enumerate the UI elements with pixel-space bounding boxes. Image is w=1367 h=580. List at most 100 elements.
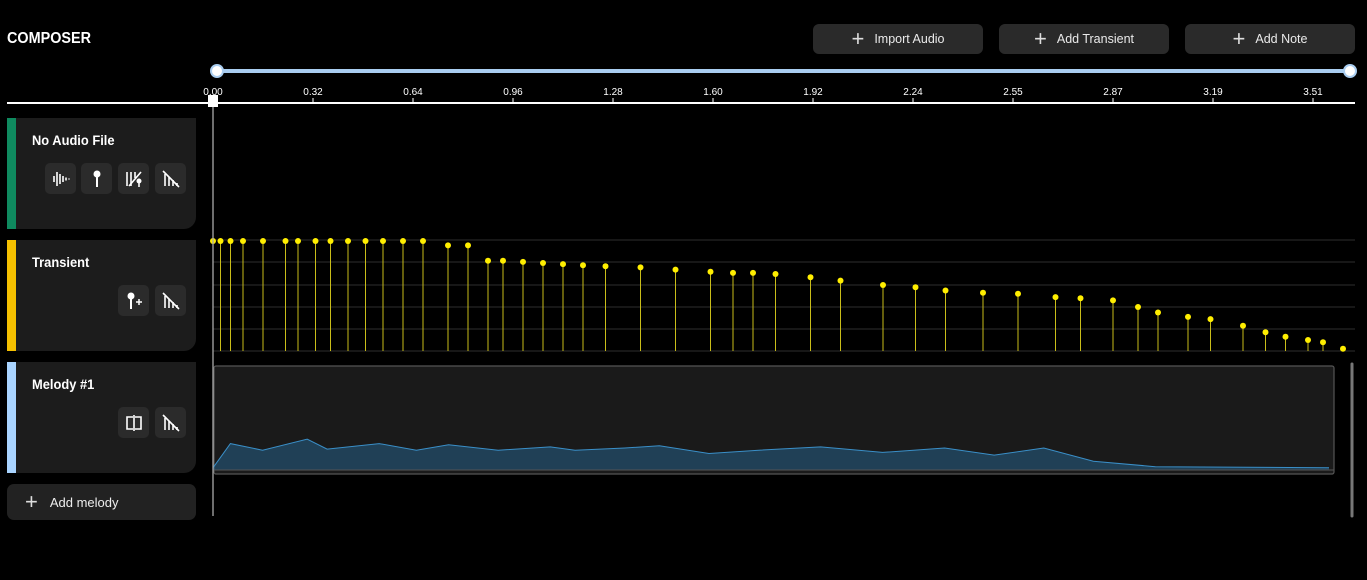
transient-marker[interactable] bbox=[312, 238, 319, 244]
split-button[interactable] bbox=[118, 407, 149, 438]
transient-marker[interactable] bbox=[580, 262, 586, 269]
transient-track-header: Transient bbox=[7, 240, 196, 351]
add-transient-track-button[interactable] bbox=[118, 285, 149, 316]
mute-button[interactable] bbox=[155, 407, 186, 438]
import-audio-label: Import Audio bbox=[874, 32, 945, 46]
transient-marker[interactable] bbox=[1240, 322, 1246, 329]
transient-marker[interactable] bbox=[420, 238, 426, 244]
ruler-tick-label: 0.32 bbox=[303, 87, 323, 98]
add-transient-button[interactable]: + Add Transient bbox=[999, 24, 1169, 54]
waveform-icon bbox=[52, 171, 70, 186]
transient-marker[interactable] bbox=[880, 282, 886, 288]
transient-marker[interactable] bbox=[707, 268, 714, 275]
transient-marker[interactable] bbox=[912, 284, 919, 291]
transient-marker[interactable] bbox=[227, 238, 234, 244]
ruler-tick-label: 1.28 bbox=[603, 87, 623, 98]
plus-icon: + bbox=[1232, 26, 1246, 51]
pin-icon bbox=[93, 170, 100, 187]
melody-region[interactable] bbox=[213, 365, 1335, 475]
transient-marker[interactable] bbox=[730, 269, 736, 276]
transient-marker[interactable] bbox=[445, 242, 451, 249]
ruler-tick-label: 0.00 bbox=[203, 87, 223, 98]
transient-marker[interactable] bbox=[345, 238, 351, 244]
transient-marker[interactable] bbox=[485, 257, 491, 264]
range-end-handle[interactable] bbox=[1343, 64, 1357, 78]
transient-marker[interactable] bbox=[210, 238, 216, 244]
transient-marker[interactable] bbox=[362, 238, 369, 244]
ruler-tick-label: 1.60 bbox=[703, 87, 723, 98]
transient-marker[interactable] bbox=[500, 257, 506, 264]
transient-marker[interactable] bbox=[217, 238, 224, 244]
transient-marker[interactable] bbox=[1185, 313, 1191, 320]
waveform-button[interactable] bbox=[45, 163, 76, 194]
transient-marker[interactable] bbox=[1110, 297, 1116, 304]
transient-marker[interactable] bbox=[1320, 339, 1326, 346]
transient-track-name: Transient bbox=[32, 254, 90, 270]
transient-marker[interactable] bbox=[1282, 333, 1289, 340]
transient-marker[interactable] bbox=[1052, 294, 1059, 301]
ruler-tick-label: 2.87 bbox=[1103, 87, 1123, 98]
plus-icon: + bbox=[1034, 26, 1047, 51]
audio-track-name: No Audio File bbox=[32, 132, 115, 148]
transient-marker[interactable] bbox=[980, 289, 986, 296]
ruler-tick-label: 0.96 bbox=[503, 87, 523, 98]
transient-marker[interactable] bbox=[637, 264, 644, 271]
transient-marker[interactable] bbox=[942, 287, 949, 294]
import-audio-button[interactable]: + Import Audio bbox=[813, 24, 983, 54]
transient-marker[interactable] bbox=[282, 238, 289, 244]
transient-marker[interactable] bbox=[750, 269, 756, 276]
transient-marker[interactable] bbox=[1340, 345, 1346, 352]
add-note-label: Add Note bbox=[1255, 32, 1308, 46]
ruler-tick-label: 3.51 bbox=[1303, 87, 1323, 98]
transient-marker[interactable] bbox=[400, 238, 406, 244]
mute-icon bbox=[161, 169, 180, 188]
transient-marker[interactable] bbox=[540, 260, 546, 266]
plus-icon: + bbox=[851, 26, 865, 51]
transient-marker[interactable] bbox=[837, 277, 844, 284]
add-melody-button[interactable]: + Add melody bbox=[7, 484, 196, 520]
transient-marker[interactable] bbox=[1015, 290, 1021, 297]
transient-marker[interactable] bbox=[672, 266, 679, 273]
split-pin-button[interactable] bbox=[118, 163, 149, 194]
playhead-handle[interactable] bbox=[208, 95, 218, 107]
transient-marker[interactable] bbox=[465, 242, 471, 249]
transient-marker[interactable] bbox=[1135, 304, 1141, 310]
app-title: COMPOSER bbox=[7, 30, 92, 47]
transient-marker[interactable] bbox=[1077, 295, 1084, 302]
transient-marker[interactable] bbox=[560, 261, 566, 268]
mute-button[interactable] bbox=[155, 285, 186, 316]
split-pin-icon bbox=[125, 170, 142, 187]
track-color-stripe bbox=[7, 118, 16, 229]
melody-envelope-line bbox=[212, 438, 1330, 469]
transient-marker[interactable] bbox=[602, 263, 609, 270]
transient-marker[interactable] bbox=[772, 271, 779, 277]
transient-marker[interactable] bbox=[327, 238, 334, 244]
ruler-tick-label: 3.19 bbox=[1203, 87, 1223, 98]
ruler-tick-label: 2.24 bbox=[903, 87, 923, 98]
transient-marker[interactable] bbox=[1155, 309, 1161, 316]
transient-marker[interactable] bbox=[1262, 329, 1269, 336]
mute-button[interactable] bbox=[155, 163, 186, 194]
add-transient-icon bbox=[127, 292, 142, 309]
mute-icon bbox=[161, 291, 180, 310]
ruler-tick-label: 2.55 bbox=[1003, 87, 1023, 98]
plus-icon: + bbox=[25, 489, 38, 514]
add-transient-label: Add Transient bbox=[1056, 32, 1134, 46]
melody-envelope-fill bbox=[213, 439, 1329, 470]
pin-button[interactable] bbox=[81, 163, 112, 194]
transient-marker[interactable] bbox=[240, 238, 246, 244]
transient-marker[interactable] bbox=[295, 238, 301, 244]
split-icon bbox=[125, 414, 142, 431]
transient-marker[interactable] bbox=[807, 274, 814, 281]
transient-marker[interactable] bbox=[520, 258, 526, 265]
transient-marker[interactable] bbox=[1207, 316, 1214, 323]
range-start-handle[interactable] bbox=[210, 64, 224, 78]
transient-marker[interactable] bbox=[260, 238, 266, 244]
track-color-stripe bbox=[7, 240, 16, 351]
transient-marker[interactable] bbox=[1305, 337, 1311, 343]
add-melody-label: Add melody bbox=[49, 494, 119, 510]
audio-track-header: No Audio File bbox=[7, 118, 196, 229]
add-note-button[interactable]: + Add Note bbox=[1185, 24, 1355, 54]
transient-marker[interactable] bbox=[380, 238, 386, 244]
